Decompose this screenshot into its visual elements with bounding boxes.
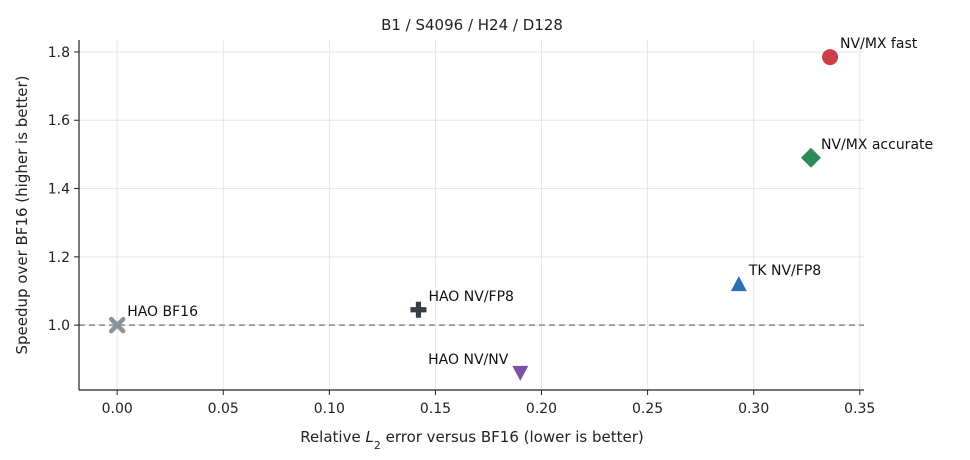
point-label: HAO NV/NV bbox=[428, 352, 509, 368]
data-points bbox=[108, 49, 839, 381]
y-tick-label: 1.6 bbox=[48, 113, 70, 129]
point-label: HAO NV/FP8 bbox=[428, 289, 514, 305]
axes bbox=[78, 40, 864, 391]
point-label: NV/MX fast bbox=[840, 36, 918, 52]
x-tick-label: 0.20 bbox=[526, 401, 557, 417]
y-axis-label: Speedup over BF16 (higher is better) bbox=[13, 75, 31, 354]
chart-title: B1 / S4096 / H24 / D128 bbox=[381, 16, 563, 34]
x-tick-label: 0.10 bbox=[314, 401, 345, 417]
y-tick-label: 1.8 bbox=[48, 45, 70, 61]
y-axis-ticks: 1.0 1.2 1.4 1.6 1.8 bbox=[48, 45, 79, 334]
x-tick-label: 0.15 bbox=[420, 401, 451, 417]
nv-mx-accurate-point bbox=[800, 147, 821, 168]
point-label: HAO BF16 bbox=[127, 304, 198, 320]
grid-lines bbox=[79, 40, 864, 390]
point-label: TK NV/FP8 bbox=[748, 263, 821, 279]
y-tick-label: 1.4 bbox=[48, 182, 70, 198]
hao-bf16-point bbox=[108, 316, 126, 334]
x-axis-ticks: 0.00 0.05 0.10 0.15 0.20 0.25 0.30 0.35 bbox=[102, 390, 875, 417]
nv-mx-fast-point bbox=[822, 49, 839, 66]
point-label: NV/MX accurate bbox=[821, 137, 933, 153]
tk-nv-fp8-point bbox=[730, 276, 747, 292]
hao-nv-fp8-point bbox=[410, 301, 427, 318]
x-tick-label: 0.25 bbox=[632, 401, 663, 417]
x-axis-label: Relative L2 error versus BF16 (lower is … bbox=[300, 428, 644, 452]
x-tick-label: 0.35 bbox=[844, 401, 875, 417]
point-labels: HAO BF16 HAO NV/FP8 HAO NV/NV TK NV/FP8 NV/M… bbox=[127, 36, 933, 368]
x-tick-label: 0.30 bbox=[738, 401, 769, 417]
x-tick-label: 0.05 bbox=[208, 401, 239, 417]
x-tick-label: 0.00 bbox=[102, 401, 133, 417]
y-tick-label: 1.2 bbox=[48, 250, 70, 266]
y-tick-label: 1.0 bbox=[48, 318, 70, 334]
hao-nv-nv-point bbox=[512, 365, 529, 381]
